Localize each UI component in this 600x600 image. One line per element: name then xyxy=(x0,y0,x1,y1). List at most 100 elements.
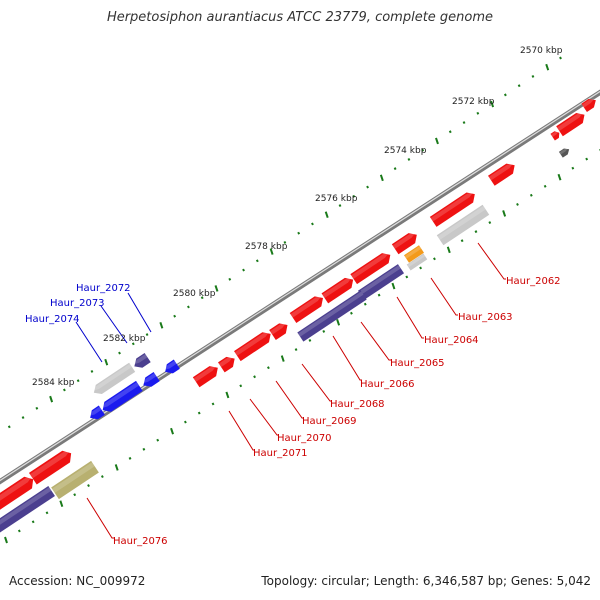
scale-tick-lower xyxy=(391,282,396,290)
gene-red xyxy=(269,322,288,340)
gene-label: Haur_2064 xyxy=(424,335,479,346)
gene-red xyxy=(234,331,271,362)
scale-tick-upper xyxy=(104,358,109,366)
leader-line xyxy=(430,277,458,316)
gene-blue xyxy=(163,359,180,374)
scale-tick-lower xyxy=(336,319,341,326)
gene-red xyxy=(350,252,391,285)
scale-tick-lower xyxy=(460,239,464,243)
gene-red xyxy=(581,98,596,113)
leader-line xyxy=(360,321,391,361)
scale-tick-upper xyxy=(242,268,245,272)
scale-tick-upper xyxy=(255,259,259,263)
scale-tick-upper xyxy=(90,370,94,373)
gene-label: Haur_2071 xyxy=(253,448,308,459)
scale-tick-upper xyxy=(435,137,439,145)
accession-text: Accession: NC_009972 xyxy=(9,574,146,588)
scale-tick-lower xyxy=(377,293,381,297)
gene-gray xyxy=(92,362,136,394)
scale-tick-lower xyxy=(363,302,367,306)
scale-tick-lower xyxy=(59,500,64,508)
leader-line xyxy=(275,380,304,419)
scale-tick-upper xyxy=(63,388,66,392)
scale-tick-upper xyxy=(407,157,411,161)
scale-tick-lower xyxy=(405,275,409,279)
scale-tick-lower xyxy=(183,420,187,424)
scale-tick-upper xyxy=(324,211,329,219)
scale-tick-upper xyxy=(545,63,550,71)
scale-tick-upper xyxy=(214,285,219,292)
gene-red xyxy=(391,232,417,255)
scale-tick-lower xyxy=(529,193,533,197)
gene-blue xyxy=(142,371,160,387)
gene-label: Haur_2068 xyxy=(330,399,385,410)
scale-tick-lower xyxy=(156,438,160,442)
scale-tick-lower xyxy=(280,355,285,362)
scale-tick-lower xyxy=(308,339,312,342)
gene-navy xyxy=(297,290,367,342)
gene-red xyxy=(28,450,72,485)
gene-label: Haur_2062 xyxy=(506,276,561,287)
leader-line xyxy=(75,321,103,363)
gene-orange xyxy=(404,245,424,263)
scale-tick-lower xyxy=(73,493,77,497)
gene-label: Haur_2069 xyxy=(302,416,357,427)
gene-navy xyxy=(133,352,151,368)
gene-label: Haur_2065 xyxy=(390,358,445,369)
scale-tick-lower xyxy=(502,210,507,217)
gene-label: Haur_2072 xyxy=(76,283,131,294)
scale-tick-lower xyxy=(433,257,436,261)
gene-label: Haur_2063 xyxy=(458,312,513,323)
leader-line xyxy=(100,305,128,344)
scale-tick-lower xyxy=(142,447,146,451)
scale-tick-lower xyxy=(239,384,243,388)
scale-tick-upper xyxy=(269,248,274,255)
scale-tick-lower xyxy=(114,464,119,471)
scale-tick-upper xyxy=(311,222,314,226)
kbp-label: 2574 kbp xyxy=(384,146,427,156)
gene-blue xyxy=(88,405,105,420)
kbp-label: 2580 kbp xyxy=(173,289,216,299)
scale-tick-upper xyxy=(297,231,301,235)
scale-tick-upper xyxy=(283,240,287,244)
leader-line xyxy=(86,497,114,539)
scale-tick-upper xyxy=(531,74,535,78)
scale-tick-upper xyxy=(338,204,342,207)
scale-tick-upper xyxy=(228,277,232,281)
scale-tick-upper xyxy=(21,416,25,420)
gene-gray xyxy=(436,204,490,246)
scale-tick-lower xyxy=(197,411,201,415)
gene-label: Haur_2073 xyxy=(50,298,105,309)
scale-tick-upper xyxy=(35,406,39,410)
scale-tick-upper xyxy=(393,167,397,171)
genome-summary-text: Topology: circular; Length: 6,346,587 bp… xyxy=(261,574,591,588)
gene-red xyxy=(192,365,218,388)
gene-red xyxy=(429,192,475,227)
scale-tick-lower xyxy=(488,221,492,225)
scale-tick-upper xyxy=(131,342,135,346)
scale-tick-upper xyxy=(517,84,521,88)
gene-olive xyxy=(51,460,99,500)
scale-tick-upper xyxy=(476,111,480,115)
scale-tick-lower xyxy=(474,230,478,234)
scale-tick-lower xyxy=(294,348,298,351)
gene-red xyxy=(218,356,235,373)
kbp-label: 2584 kbp xyxy=(32,378,75,388)
scale-tick-lower xyxy=(128,456,132,460)
leader-line xyxy=(127,292,152,333)
gene-red xyxy=(321,277,354,304)
scale-tick-upper xyxy=(366,185,369,189)
scale-tick-upper xyxy=(145,333,149,337)
leader-line xyxy=(396,296,424,339)
gene-label: Haur_2070 xyxy=(277,433,332,444)
gene-navy xyxy=(357,264,405,300)
gene-dark xyxy=(558,148,570,158)
scale-tick-upper xyxy=(76,379,80,383)
scale-tick-upper xyxy=(559,56,562,60)
kbp-label: 2578 kbp xyxy=(245,242,288,252)
scale-tick-upper xyxy=(503,93,507,97)
scale-tick-lower xyxy=(322,329,326,333)
gene-red xyxy=(488,163,515,186)
scale-tick-lower xyxy=(170,427,174,435)
